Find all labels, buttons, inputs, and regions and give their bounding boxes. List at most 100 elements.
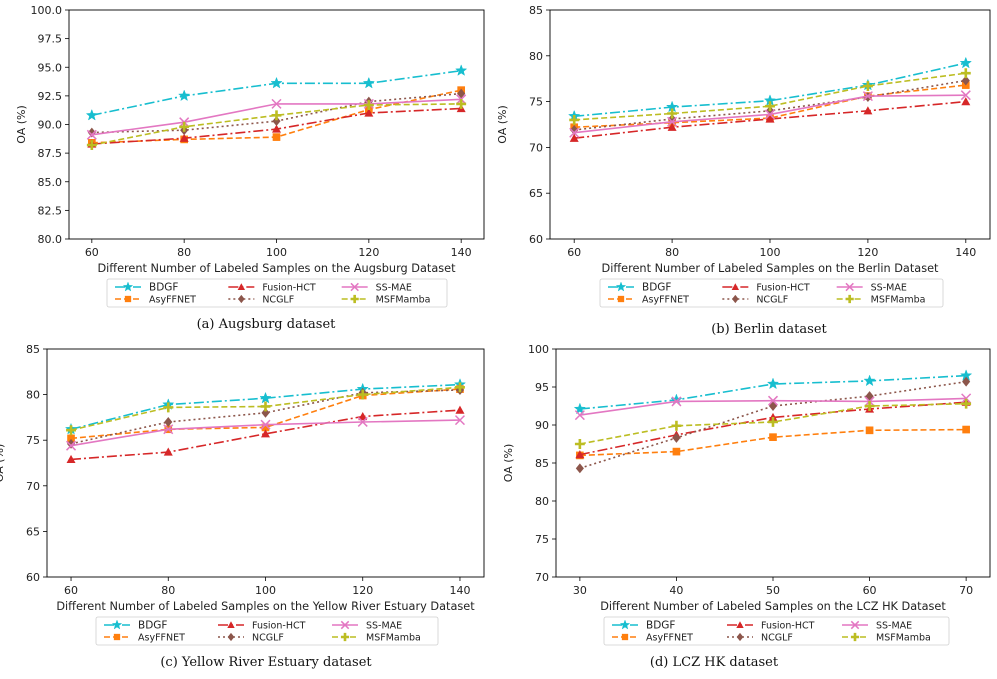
y-tick-label: 70	[529, 141, 543, 154]
square-marker	[769, 433, 777, 441]
legend-label: BDGF	[642, 282, 671, 294]
plus-marker	[66, 425, 76, 436]
y-tick-label: 95	[535, 381, 549, 394]
y-tick-label: 65	[26, 525, 40, 538]
legend-label: MSFMamba	[376, 295, 431, 306]
plus-marker	[86, 140, 97, 151]
star-marker	[455, 64, 468, 76]
y-tick-label: 100.0	[31, 4, 63, 17]
plus-marker	[845, 294, 854, 304]
series-line	[574, 62, 966, 118]
legend-label: NCGLF	[262, 295, 294, 306]
legend-label: SS-MAE	[376, 283, 412, 294]
diamond-marker	[272, 116, 281, 127]
series-line	[70, 383, 461, 431]
x-marker	[357, 416, 368, 427]
x-tick-label: 140	[449, 584, 470, 597]
legend-label: Fusion-HCT	[756, 283, 810, 294]
triangle-marker	[163, 447, 173, 456]
series-ss-mae	[574, 393, 972, 421]
legend-label: BDGF	[149, 282, 178, 294]
diamond-marker	[961, 75, 970, 86]
square-marker	[261, 423, 270, 432]
plus-marker	[260, 401, 271, 412]
y-tick-label: 97.5	[38, 33, 63, 46]
x-tick-label: 140	[451, 246, 472, 259]
plus-marker	[961, 398, 972, 409]
y-tick-label: 80	[535, 495, 549, 508]
star-marker	[573, 402, 586, 415]
y-tick-label: 90	[535, 419, 549, 432]
y-tick-label: 75	[535, 533, 549, 546]
diamond-marker	[575, 463, 584, 474]
series-bdgf	[573, 369, 973, 415]
plus-marker	[340, 632, 350, 642]
x-marker	[574, 410, 585, 421]
figure-caption: (a) Augsburg dataset	[197, 317, 337, 332]
plus-marker	[574, 439, 585, 449]
diamond-marker	[672, 432, 681, 443]
triangle-marker	[961, 97, 971, 106]
series-ncglf	[575, 376, 971, 474]
x-axis-label: Different Number of Labeled Samples on t…	[600, 600, 946, 613]
series-bdgf	[85, 64, 468, 121]
y-axis-label: OA (%)	[15, 105, 28, 144]
plus-marker	[864, 401, 875, 411]
diamond-marker	[732, 294, 739, 304]
y-tick-label: 65	[529, 187, 543, 200]
legend-label: SS-MAE	[876, 621, 912, 632]
series-line	[91, 103, 462, 146]
plus-marker	[765, 101, 775, 112]
figure-caption: (b) Berlin dataset	[711, 322, 827, 337]
x-tick-label: 60	[567, 246, 581, 259]
x-tick-label: 60	[863, 584, 877, 597]
y-tick-label: 60	[26, 571, 40, 584]
legend-label: AsyFFNET	[149, 295, 196, 306]
y-tick-label: 80	[529, 50, 543, 63]
plus-marker	[671, 420, 682, 431]
series-line	[70, 389, 461, 445]
y-tick-label: 90.0	[38, 119, 63, 132]
figure-caption: (c) Yellow River Estuary dataset	[160, 655, 372, 670]
x-marker	[845, 282, 854, 292]
x-marker	[271, 98, 282, 109]
square-marker	[113, 633, 121, 641]
y-tick-label: 82.5	[38, 204, 63, 217]
square-marker	[272, 133, 281, 141]
y-tick-label: 85	[535, 457, 549, 470]
triangle-marker	[731, 283, 740, 290]
triangle-marker	[272, 124, 281, 133]
star-marker	[670, 393, 683, 406]
x-marker	[569, 127, 580, 138]
diamond-marker	[261, 407, 270, 418]
series-msfmamba	[66, 382, 465, 436]
x-marker	[960, 90, 971, 101]
x-marker	[86, 129, 97, 140]
star-marker	[178, 89, 191, 102]
series-line	[70, 409, 461, 461]
series-msfmamba	[569, 68, 971, 125]
x-tick-label: 120	[857, 246, 878, 259]
diamond-marker	[457, 88, 466, 99]
x-marker	[764, 109, 776, 120]
plus-marker	[667, 108, 678, 119]
x-tick-label: 60	[64, 584, 78, 597]
x-tick-label: 80	[665, 246, 679, 259]
x-tick-label: 100	[255, 584, 276, 597]
star-marker	[362, 76, 375, 89]
x-axis-label: Different Number of Labeled Samples on t…	[602, 262, 940, 275]
x-tick-label: 80	[177, 246, 191, 259]
legend-label: MSFMamba	[871, 295, 926, 306]
triangle-marker	[569, 133, 579, 142]
triangle-marker	[261, 429, 270, 438]
star-marker	[619, 619, 631, 630]
triangle-marker	[358, 411, 368, 421]
x-marker	[767, 395, 779, 406]
y-tick-label: 85	[529, 4, 543, 17]
y-tick-label: 70	[26, 480, 40, 493]
diamond-marker	[768, 401, 778, 411]
